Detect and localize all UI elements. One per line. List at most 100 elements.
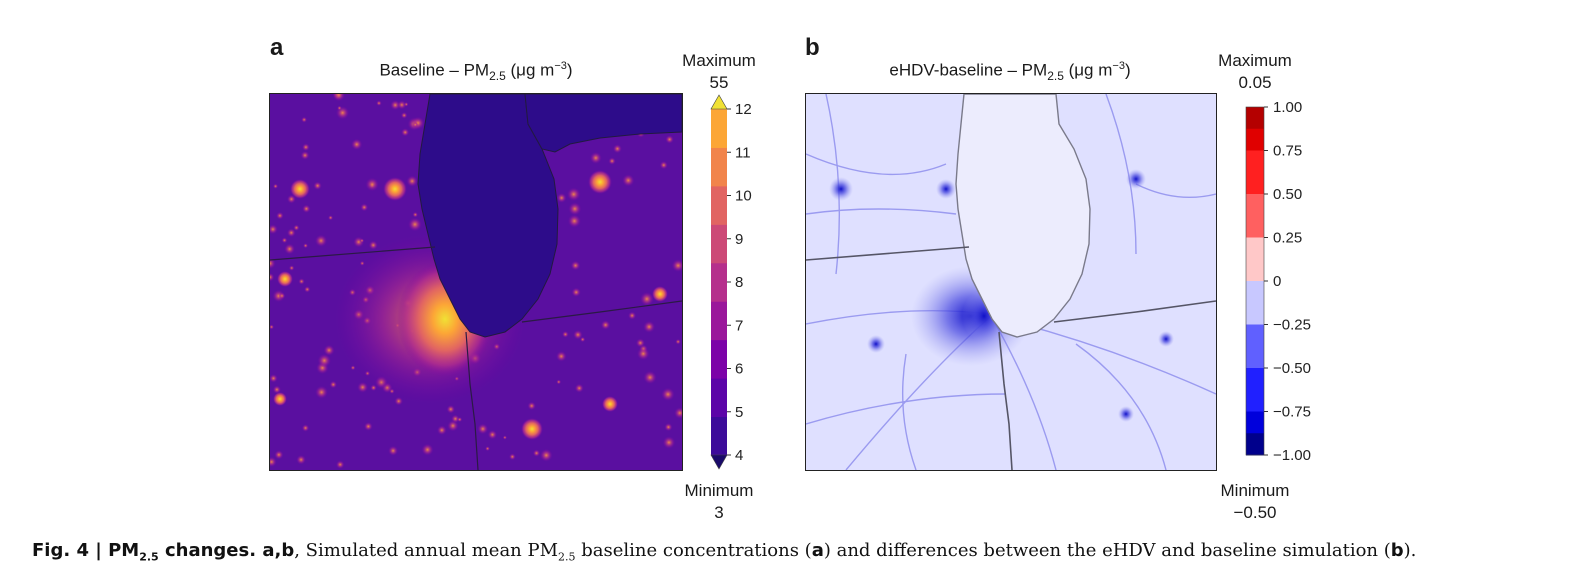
hotspot xyxy=(661,387,675,401)
colorbar-b-tick-label: 0.75 xyxy=(1273,143,1302,160)
hotspot xyxy=(568,202,582,216)
hotspot xyxy=(270,374,278,383)
hotspot xyxy=(451,414,460,424)
hotspot xyxy=(412,122,419,128)
colorbar-a-segment xyxy=(711,416,727,456)
panel-a-title: Baseline – PM2.5 (μg m−3) xyxy=(379,60,573,84)
hotspot xyxy=(301,116,308,123)
hotspot xyxy=(332,94,346,102)
hotspot xyxy=(302,204,311,213)
city-signal xyxy=(829,177,853,201)
hotspot xyxy=(270,324,275,330)
hotspot xyxy=(317,353,332,368)
colorbar-b-tick-label: −0.50 xyxy=(1273,360,1311,377)
hotspot xyxy=(664,423,673,432)
colorbar-b-tick-label: 0.50 xyxy=(1273,186,1302,203)
hotspot xyxy=(270,456,277,468)
hotspot xyxy=(314,234,328,247)
colorbar-a-segment xyxy=(711,224,727,264)
hotspot xyxy=(574,383,584,393)
hotspot xyxy=(636,347,650,361)
hotspot xyxy=(437,425,447,436)
colorbar-a-min: Minimum 3 xyxy=(684,481,754,522)
map-a xyxy=(269,93,683,471)
hotspot xyxy=(406,175,418,187)
city-hotspot xyxy=(383,177,407,201)
colorbar-a-segment xyxy=(711,301,727,341)
colorbar-a-segment xyxy=(711,147,727,187)
road xyxy=(1135,183,1216,198)
map-b-state-border-south xyxy=(998,331,1013,470)
hotspot xyxy=(281,237,288,244)
map-b-hotspots xyxy=(829,169,1174,422)
map-b-state-border-north xyxy=(806,246,970,261)
colorbar-a-tick-label: 10 xyxy=(735,188,752,205)
hotspot xyxy=(359,238,365,243)
colorbar-b-max: Maximum 0.05 xyxy=(1218,51,1292,92)
hotspot xyxy=(571,287,581,297)
hotspot xyxy=(457,416,463,423)
hotspot xyxy=(270,224,278,235)
hotspot xyxy=(485,446,491,452)
colorbar-b-min: Minimum −0.50 xyxy=(1220,481,1290,522)
city-signal xyxy=(1118,406,1134,422)
colorbar-b-segment xyxy=(1246,324,1264,369)
road xyxy=(806,153,947,176)
hotspot xyxy=(284,243,296,255)
hotspot xyxy=(351,138,363,151)
hotspot xyxy=(296,454,306,465)
colorbar-a-tick-label: 8 xyxy=(735,274,743,291)
hotspot xyxy=(293,224,300,231)
hotspot xyxy=(628,311,637,320)
hotspot xyxy=(304,286,311,293)
colorbar-b-tick-label: −0.75 xyxy=(1273,404,1311,421)
colorbar-a-tick-label: 11 xyxy=(735,144,751,161)
colorbar-a-extend-max xyxy=(710,94,728,110)
city-hotspot xyxy=(277,271,293,287)
hotspot xyxy=(643,370,657,385)
colorbar-a-segment xyxy=(711,378,727,418)
hotspot xyxy=(562,330,569,338)
hotspot xyxy=(270,257,276,270)
hotspot xyxy=(487,430,498,440)
city-signal xyxy=(936,179,956,199)
colorbar-a-extend-min xyxy=(710,454,728,470)
hotspot xyxy=(303,243,309,249)
colorbar-a-tick-label: 9 xyxy=(735,231,743,248)
city-hotspot xyxy=(521,418,543,440)
hotspot xyxy=(368,240,378,250)
hotspot xyxy=(360,203,369,212)
hotspot xyxy=(570,260,581,271)
colorbar-b-tick-label: −1.00 xyxy=(1273,447,1311,464)
hotspot xyxy=(315,385,329,399)
city-hotspot xyxy=(290,179,310,199)
hotspot xyxy=(288,265,295,271)
hotspot xyxy=(589,151,602,164)
colorbar-a-tick-label: 5 xyxy=(735,404,743,421)
colorbar-a-tick-label: 7 xyxy=(735,317,743,334)
colorbar-a-segment xyxy=(711,185,727,225)
hotspot xyxy=(335,460,345,469)
hotspot xyxy=(363,422,373,431)
hotspot xyxy=(674,407,682,419)
map-b xyxy=(805,93,1217,471)
hotspot xyxy=(270,272,275,282)
hotspot xyxy=(662,436,676,449)
colorbar-b-segment xyxy=(1246,194,1264,238)
hotspot xyxy=(527,401,536,411)
city-hotspot xyxy=(588,170,612,194)
colorbar-b-segment xyxy=(1246,128,1264,151)
map-a-canvas xyxy=(270,94,682,470)
hotspot xyxy=(365,177,379,192)
hotspot xyxy=(608,157,616,165)
colorbar-b-segment xyxy=(1246,433,1264,456)
hotspot xyxy=(612,144,622,154)
hotspot xyxy=(337,105,342,111)
city-signal xyxy=(867,335,885,353)
panel-letter-a: a xyxy=(270,34,284,61)
hotspot xyxy=(556,192,567,203)
hotspot xyxy=(286,228,296,238)
colorbar-b-segment xyxy=(1246,368,1264,412)
map-a-state-border-south xyxy=(465,331,479,470)
hotspot xyxy=(401,128,410,137)
